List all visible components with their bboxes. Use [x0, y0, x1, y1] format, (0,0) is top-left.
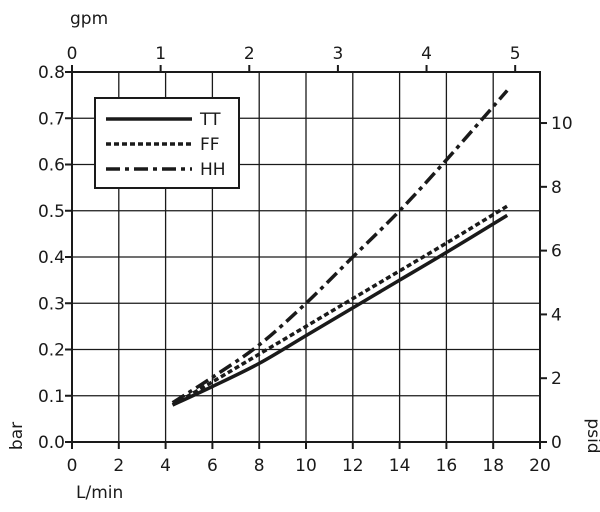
x-tick-label: 18 — [482, 456, 504, 476]
x2-tick-label: 3 — [332, 44, 343, 64]
y2-tick-label: 4 — [551, 305, 562, 325]
y2-tick-label: 0 — [551, 433, 562, 453]
series-lines — [171, 89, 509, 407]
x-tick-label: 0 — [67, 456, 78, 476]
series-line-ff — [171, 204, 509, 407]
x2-tick-label: 0 — [67, 44, 78, 64]
y-tick-label: 0.5 — [38, 202, 65, 222]
ticks — [65, 65, 547, 449]
x-tick-label: 14 — [389, 456, 411, 476]
y-tick-label: 0.7 — [38, 109, 65, 129]
x-tick-label: 16 — [436, 456, 458, 476]
y-tick-label: 0.1 — [38, 387, 65, 407]
x-tick-label: 10 — [295, 456, 317, 476]
x-tick-label: 6 — [207, 456, 218, 476]
x2-tick-label: 2 — [244, 44, 255, 64]
x-axis-title: L/min — [76, 483, 123, 503]
legend-label-hh: HH — [200, 160, 226, 180]
y-tick-label: 0.8 — [38, 63, 65, 83]
x-tick-label: 12 — [342, 456, 364, 476]
x-tick-label: 8 — [254, 456, 265, 476]
x-tick-label: 2 — [113, 456, 124, 476]
x-tick-label: 20 — [529, 456, 551, 476]
legend: TT FF HH — [94, 97, 240, 189]
y2-tick-label: 6 — [551, 242, 562, 262]
x2-axis-title: gpm — [70, 9, 108, 29]
y-tick-label: 0.4 — [38, 248, 65, 268]
x-tick-label: 4 — [160, 456, 171, 476]
series-line-hh — [171, 89, 509, 405]
y-tick-label: 0.2 — [38, 341, 65, 361]
y-tick-label: 0.3 — [38, 294, 65, 314]
legend-label-tt: TT — [199, 110, 221, 130]
y2-tick-label: 8 — [551, 178, 562, 198]
y2-tick-label: 10 — [551, 114, 573, 134]
series-line-tt — [171, 213, 509, 407]
y2-axis-title: psid — [583, 418, 600, 453]
x2-tick-label: 1 — [155, 44, 166, 64]
tick-labels: 0 2 4 6 8 10 12 14 16 18 200 1 2 3 4 50.00.10.20.30.40.… — [38, 44, 573, 476]
x2-tick-label: 5 — [510, 44, 521, 64]
x2-tick-label: 4 — [421, 44, 432, 64]
y-tick-label: 0.6 — [38, 156, 65, 176]
y2-tick-label: 2 — [551, 369, 562, 389]
y-tick-label: 0.0 — [38, 433, 65, 453]
legend-label-ff: FF — [200, 135, 220, 155]
y-axis-title: bar — [7, 422, 27, 450]
